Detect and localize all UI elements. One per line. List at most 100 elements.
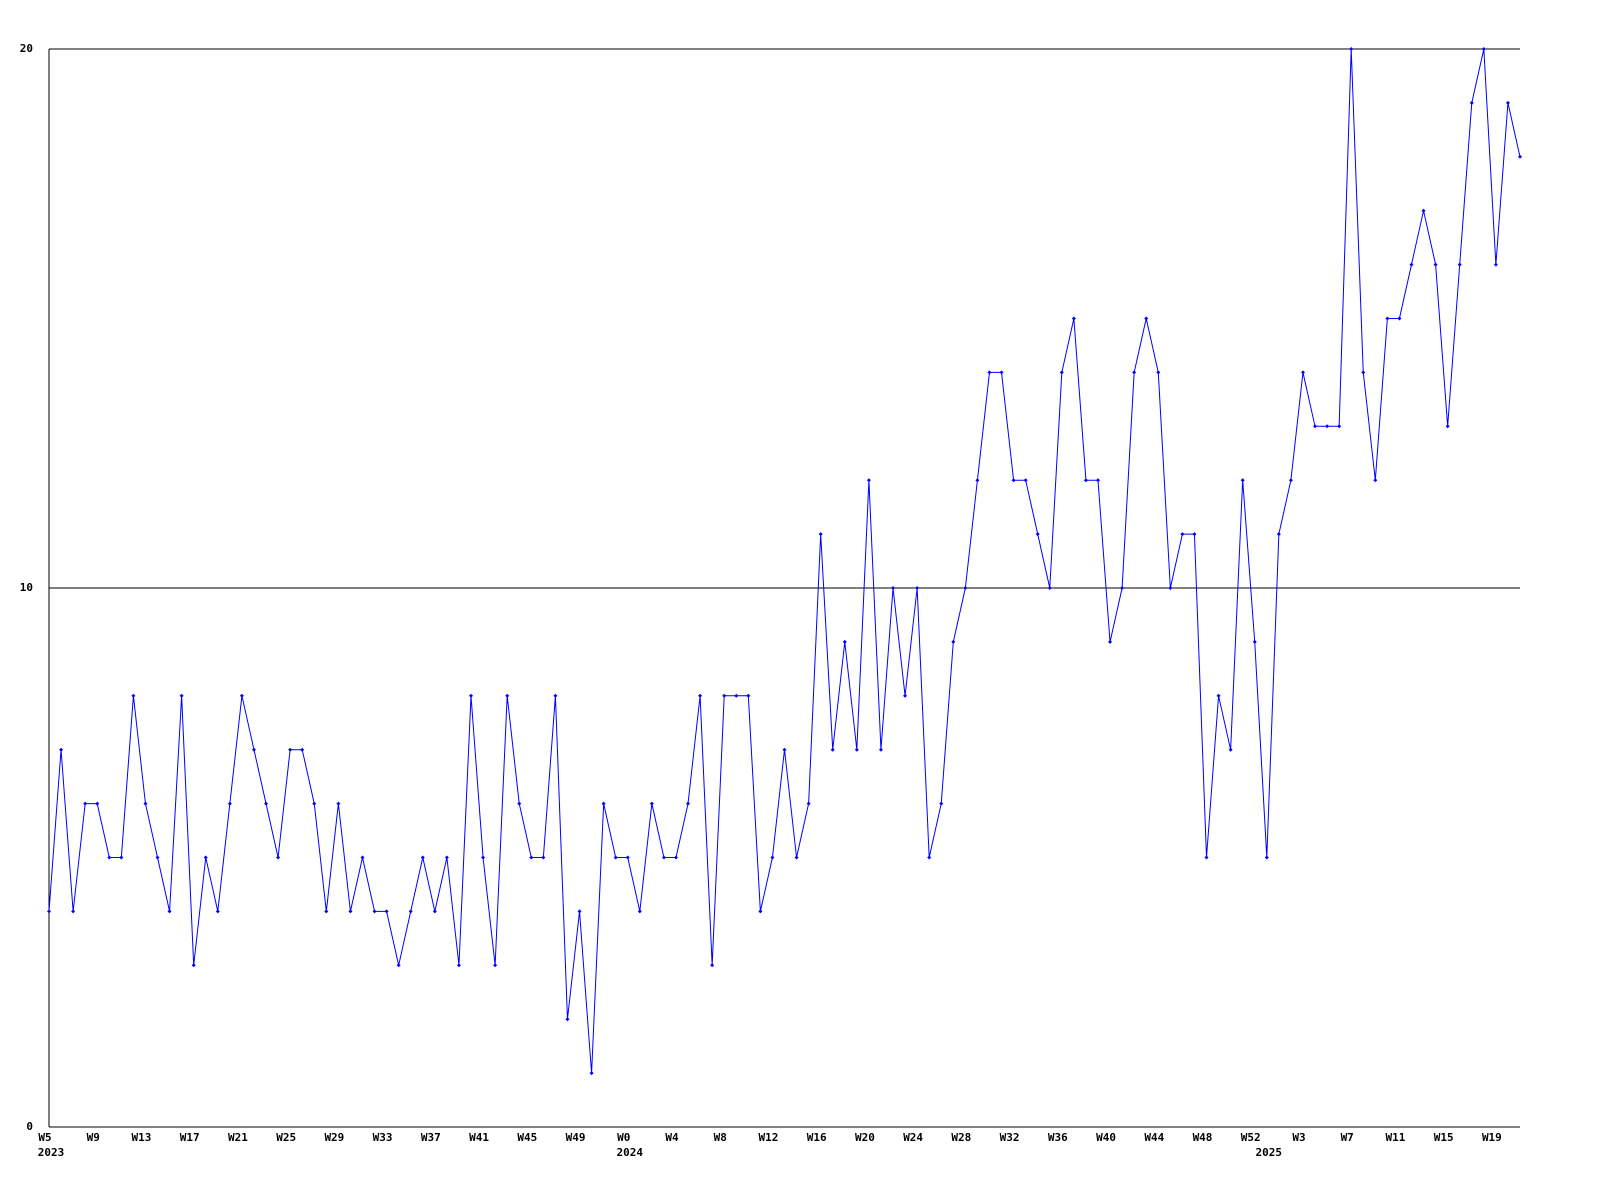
point-marker [215, 909, 220, 914]
x-tick-label: W24 [903, 1131, 923, 1144]
point-marker [1276, 532, 1281, 537]
point-marker [1011, 478, 1016, 483]
point-marker [1252, 639, 1257, 644]
point-marker [1216, 693, 1221, 698]
x-tick-label: W20 [855, 1131, 875, 1144]
x-tick-label: W45 [517, 1131, 537, 1144]
point-marker [601, 801, 606, 806]
point-marker [59, 747, 64, 752]
point-marker [227, 801, 232, 806]
point-marker [1144, 316, 1149, 321]
point-marker [637, 909, 642, 914]
point-marker [1325, 424, 1330, 429]
point-marker [975, 478, 980, 483]
point-marker [649, 801, 654, 806]
point-marker [1445, 424, 1450, 429]
point-marker [1132, 370, 1137, 375]
point-marker [903, 693, 908, 698]
point-marker [1071, 316, 1076, 321]
point-marker [577, 909, 582, 914]
point-marker [360, 855, 365, 860]
x-tick-label: W12 [759, 1131, 779, 1144]
point-marker [1397, 316, 1402, 321]
point-marker [1228, 747, 1233, 752]
point-marker [710, 963, 715, 968]
point-marker [119, 855, 124, 860]
x-tick-label: W4 [665, 1131, 679, 1144]
point-marker [1120, 586, 1125, 590]
x-tick-label: W5 [38, 1131, 51, 1144]
point-marker [1421, 208, 1426, 213]
point-marker [1288, 478, 1293, 483]
point-marker [866, 478, 871, 483]
point-marker [324, 909, 329, 914]
point-marker [1300, 370, 1305, 375]
x-tick-label: W19 [1482, 1131, 1502, 1144]
point-marker [915, 586, 920, 590]
point-marker [770, 855, 775, 860]
point-marker [746, 693, 751, 698]
point-marker [47, 909, 51, 914]
point-marker [493, 963, 498, 968]
point-marker [1457, 262, 1462, 267]
point-marker [1083, 478, 1088, 483]
point-marker [95, 801, 100, 806]
point-marker [1047, 586, 1052, 590]
point-marker [818, 532, 823, 537]
point-marker [553, 693, 558, 698]
point-marker [469, 693, 474, 698]
point-marker [264, 801, 269, 806]
point-marker [1518, 154, 1522, 159]
point-marker [963, 586, 968, 590]
point-marker [1204, 855, 1209, 860]
point-marker [348, 909, 353, 914]
point-marker [396, 963, 401, 968]
point-marker [107, 855, 112, 860]
point-marker [167, 909, 172, 914]
x-tick-label: W3 [1292, 1131, 1305, 1144]
point-marker [1108, 639, 1113, 644]
x-tick-label: W28 [951, 1131, 971, 1144]
point-marker [300, 747, 305, 752]
point-marker [372, 909, 377, 914]
point-marker [432, 909, 437, 914]
point-marker [794, 855, 799, 860]
point-marker [589, 1071, 594, 1076]
point-marker [1337, 424, 1342, 429]
point-marker [782, 747, 787, 752]
point-marker [1180, 532, 1185, 537]
point-marker [517, 801, 522, 806]
point-marker [1156, 370, 1161, 375]
series-line [48, 48, 1521, 1074]
point-marker [336, 801, 341, 806]
point-marker [661, 855, 666, 860]
point-marker [842, 639, 847, 644]
point-marker [1433, 262, 1438, 267]
x-tick-label: W41 [469, 1131, 489, 1144]
y-tick-label: 20 [20, 42, 33, 55]
x-group-label: 2024 [617, 1146, 644, 1159]
point-marker [1385, 316, 1390, 321]
point-marker [155, 855, 160, 860]
point-marker [686, 801, 691, 806]
x-tick-label: W36 [1048, 1131, 1068, 1144]
x-tick-label: W15 [1434, 1131, 1454, 1144]
x-tick-label: W0 [617, 1131, 630, 1144]
x-tick-label: W7 [1341, 1131, 1354, 1144]
point-marker [481, 855, 486, 860]
x-tick-label: W32 [1000, 1131, 1020, 1144]
point-marker [625, 855, 630, 860]
point-marker [927, 855, 932, 860]
point-marker [891, 586, 896, 590]
point-marker [1192, 532, 1197, 537]
x-tick-label: W49 [566, 1131, 586, 1144]
point-marker [999, 370, 1004, 375]
point-marker [83, 801, 88, 806]
point-marker [1059, 370, 1064, 375]
point-marker [806, 801, 811, 806]
point-marker [1505, 100, 1510, 105]
point-marker [565, 1017, 570, 1022]
point-marker [529, 855, 534, 860]
point-marker [203, 855, 208, 860]
point-marker [239, 693, 244, 698]
